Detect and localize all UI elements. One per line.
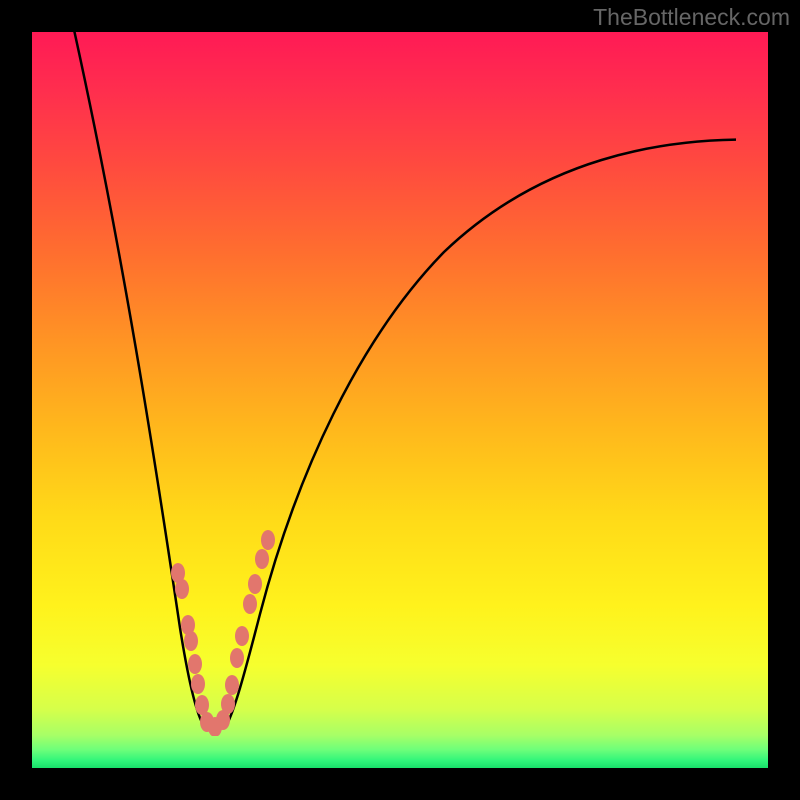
curve-marker <box>230 648 244 668</box>
curve-marker <box>255 549 269 569</box>
curve-marker <box>225 675 239 695</box>
curve-marker <box>188 654 202 674</box>
curve-marker <box>191 674 205 694</box>
chart-frame <box>32 32 768 768</box>
curve-marker <box>261 530 275 550</box>
watermark-text: TheBottleneck.com <box>593 4 790 31</box>
curve-marker <box>243 594 257 614</box>
curve-marker <box>248 574 262 594</box>
curve-marker <box>221 694 235 714</box>
curve-marker <box>235 626 249 646</box>
curve-marker <box>184 631 198 651</box>
chart-svg <box>32 32 768 768</box>
gradient-background <box>32 32 768 768</box>
curve-marker <box>175 579 189 599</box>
curve-marker <box>195 695 209 715</box>
